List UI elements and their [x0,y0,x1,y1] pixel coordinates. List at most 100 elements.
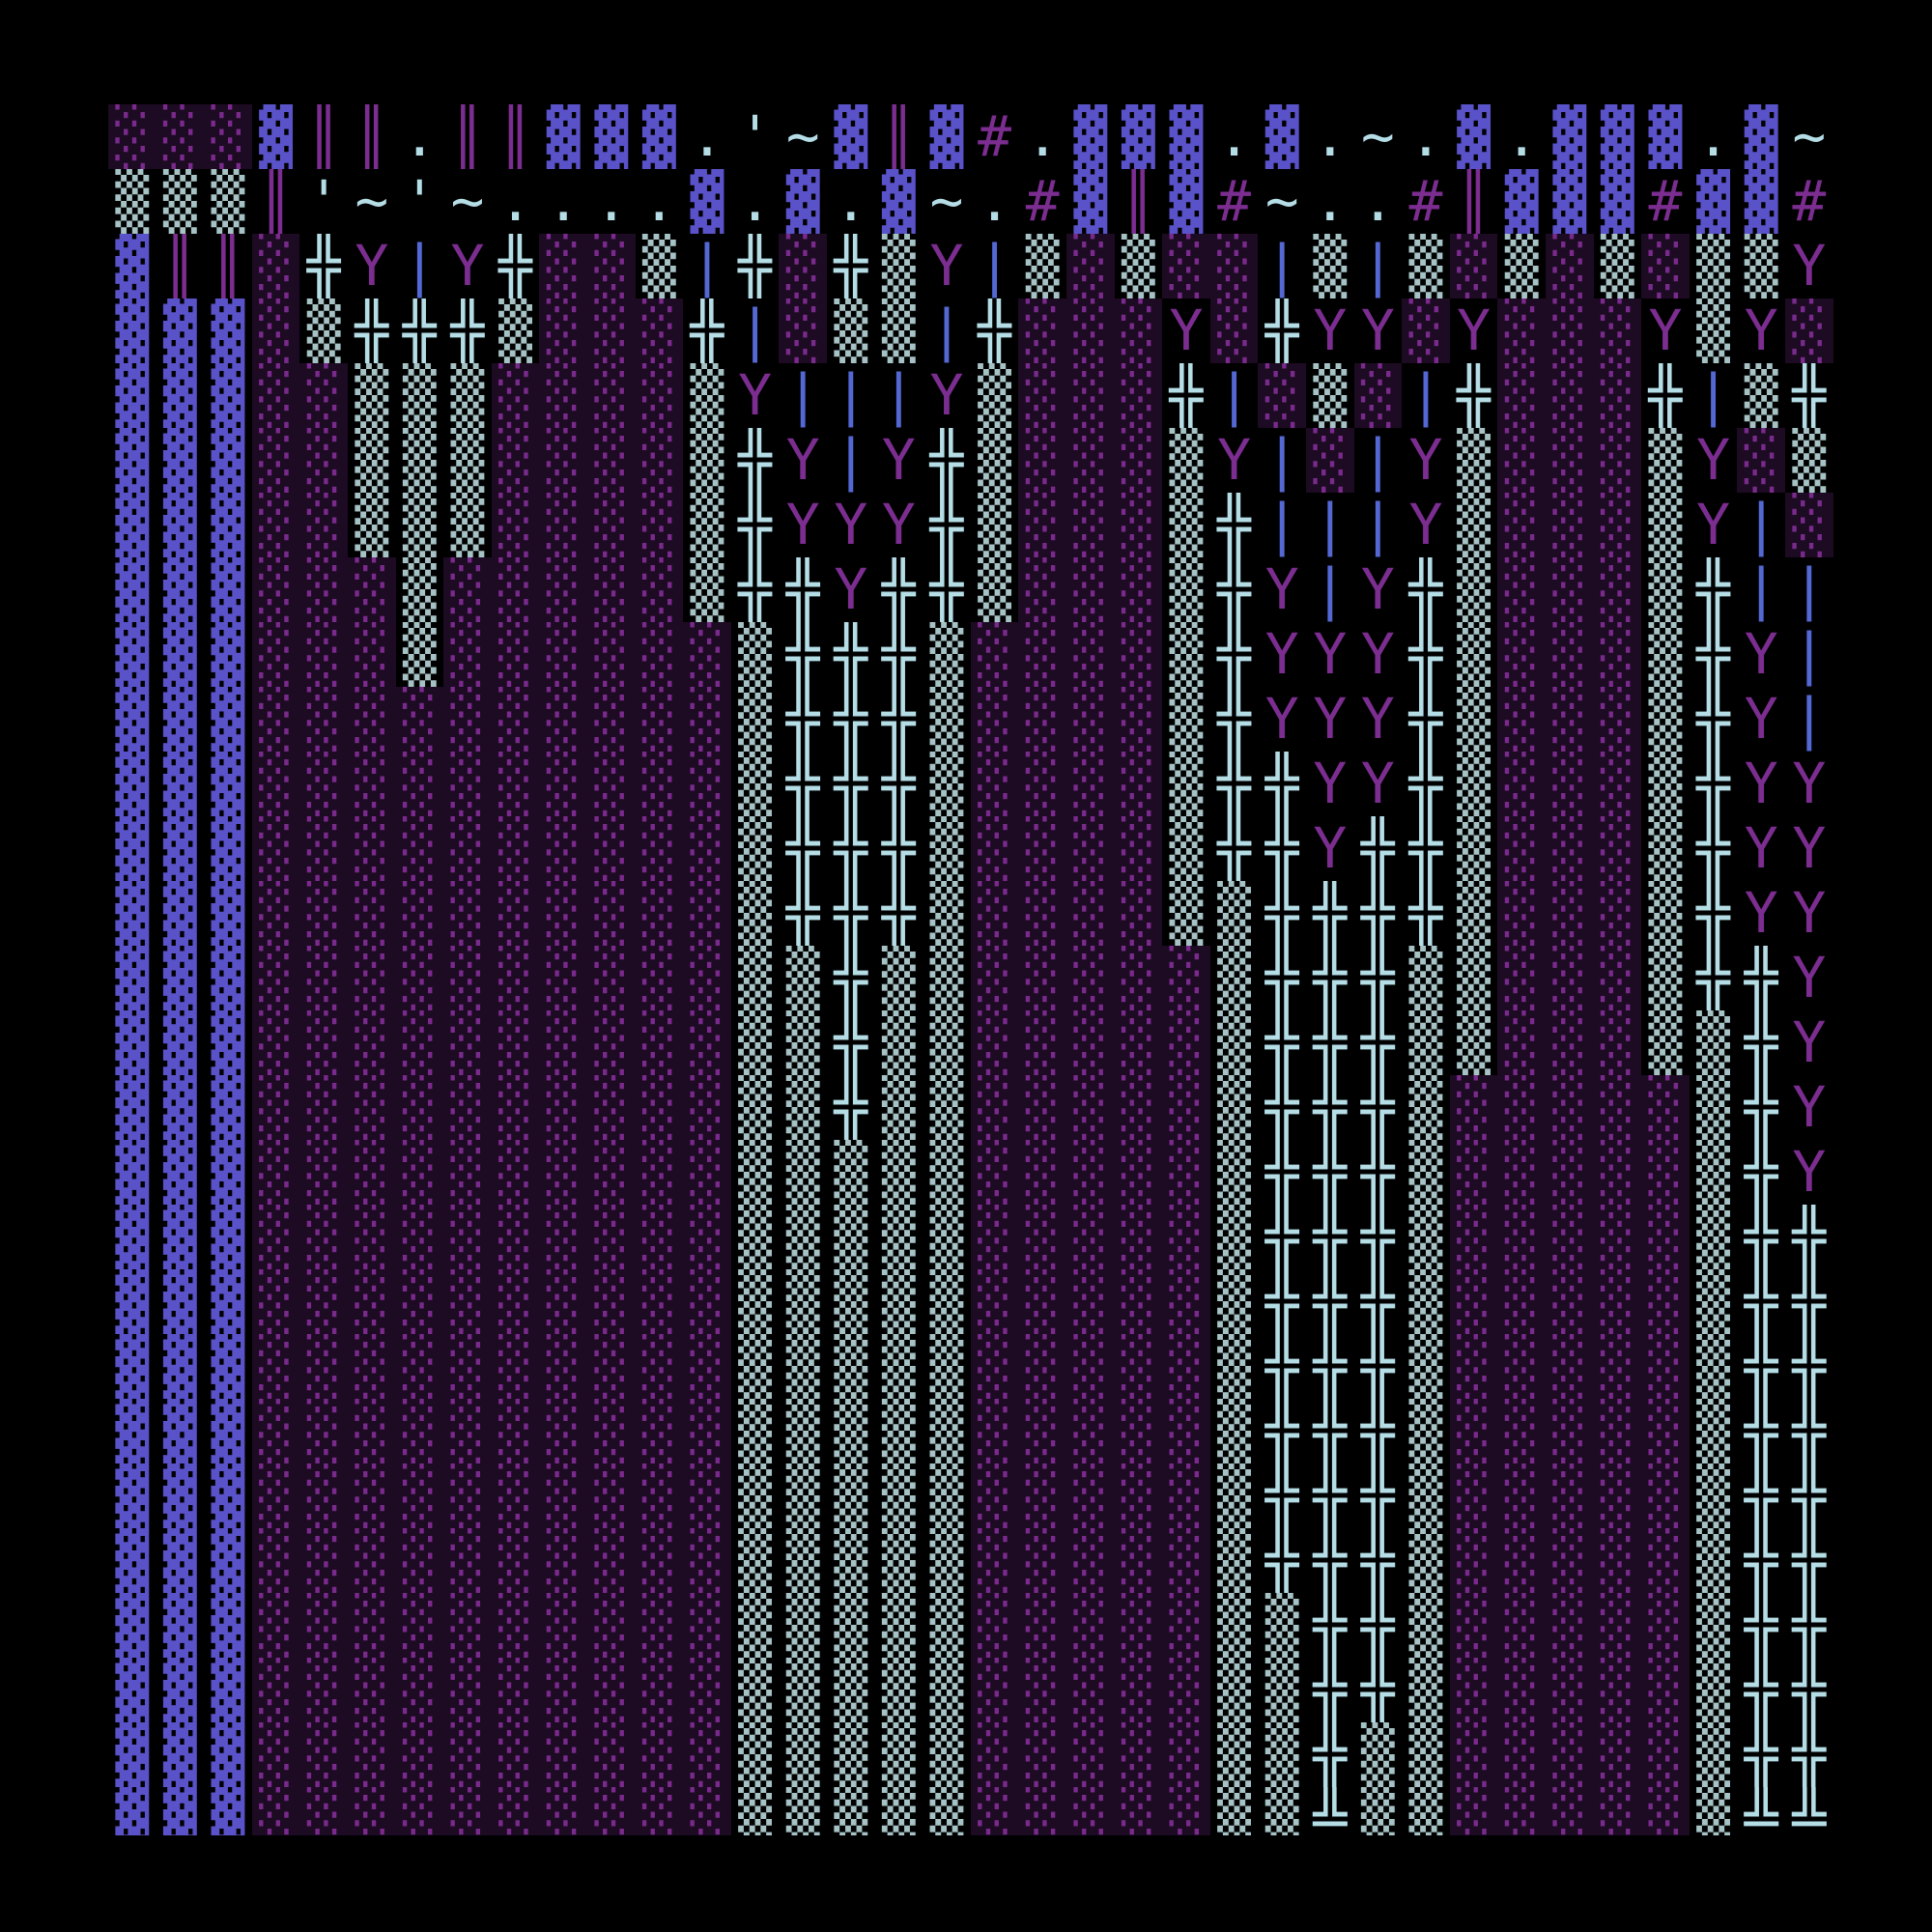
tile: ░ [1066,752,1115,816]
tile: ░ [539,1399,587,1463]
tile: ▒ [1641,816,1690,881]
tile: ╬ [1785,1399,1833,1463]
tile: ░ [970,1722,1019,1787]
tile: ▒ [1689,1075,1738,1140]
tile: Y [827,557,875,622]
tile: ╬ [1258,881,1306,946]
tile: ▒ [730,1593,780,1658]
tile: | [1353,234,1403,298]
tile: ╬ [1306,1399,1354,1463]
tile: ░ [1018,752,1066,816]
tile: ░ [1066,881,1115,946]
tile: ▒ [1641,557,1690,622]
tile: ░ [970,1528,1019,1593]
tile: ░ [1593,1787,1642,1835]
tile: ░ [348,1205,396,1269]
tile: ░ [1018,1334,1066,1399]
tile: ▒ [779,1140,827,1205]
tile: ░ [1449,1787,1498,1835]
tile: ░ [635,1463,684,1528]
tile: ░ [635,493,684,557]
tile: ░ [1018,687,1066,752]
tile: ▓ [108,1399,156,1463]
tile: ░ [443,946,492,1010]
tile: ╬ [779,881,827,946]
tile: ░ [491,1010,540,1075]
tile: Y [443,234,492,298]
map-row: ░░░▓║║.║║▓▓▓.'~▓║▓#.▓▓▓.▓.~.▓.▓▓▓.▓~# [108,104,1833,169]
tile: ▓ [204,1075,252,1140]
tile: ░ [587,1205,636,1269]
tile: ▒ [683,363,731,428]
tile: ▒ [443,493,492,557]
tile: ░ [299,1334,348,1399]
tile: Y [1785,1140,1833,1205]
tile: ░ [299,493,348,557]
tile: ╬ [1785,1658,1833,1722]
tile: . [827,169,875,234]
map-row: ▓▓▓░░░░░░░░░░▒▒▒▒▒░░░░░▒╬╬╬▒░░░░░▒╬╬: [108,1463,1833,1528]
tile: ╬ [874,752,923,816]
tile: ▒ [1402,1334,1450,1399]
tile: ▒ [1689,298,1738,363]
tile: ░ [1018,881,1066,946]
tile: ▓ [108,1463,156,1528]
tile: ▒ [874,234,923,298]
tile: ░ [587,946,636,1010]
map-row: ▓▓▓░░░░░░░░░░▒▒▒▒▒░░░░░▒╬╬╬▒░░░░░▒╬╬: [108,1399,1833,1463]
tile: ░ [1641,1399,1690,1463]
tile: ▒ [730,1399,780,1463]
tile: ║ [348,104,396,169]
tile: ░ [348,1140,396,1205]
tile: ║ [299,104,348,169]
tile: ░ [443,687,492,752]
tile: ░ [299,557,348,622]
tile: ░ [443,1722,492,1787]
tile: | [395,234,444,298]
tile: ░ [1018,622,1066,687]
tile: ╬ [827,687,875,752]
tile: ▒ [1209,881,1259,946]
tile: ║ [156,234,205,298]
tile: Y [1258,557,1306,622]
tile: ░ [1162,1075,1210,1140]
tile: ▒ [1162,557,1210,622]
tile: ▒ [730,946,780,1010]
tile: ╬ [827,816,875,881]
tile: ▓ [156,1010,205,1075]
tile: ╬ [1258,752,1306,816]
tile: ░ [491,752,540,816]
tile: ▒ [1402,1269,1450,1334]
tile: ░ [443,1658,492,1722]
tile: ▓ [156,1722,205,1787]
tile: ▓ [156,1205,205,1269]
tile: ░ [491,1399,540,1463]
tile: Y [779,428,827,493]
tile: ░ [1114,298,1163,363]
tile: ▒ [1402,1205,1450,1269]
tile: ░ [1066,1010,1115,1075]
tile: ░ [299,363,348,428]
tile: ▒ [923,1399,971,1463]
tile: ░ [539,622,587,687]
tile: ▓ [204,298,252,363]
tile: Y [1641,298,1690,363]
tile: ▒ [1209,1334,1259,1399]
tile: ░ [1162,1463,1210,1528]
tile: # [1018,169,1066,234]
tile: ░ [1497,1593,1546,1658]
tile: ▓ [156,622,205,687]
tile: Y [1737,752,1785,816]
tile: . [1018,104,1066,169]
tile: . [635,169,684,234]
tile: ▒ [730,1463,780,1528]
tile: ░ [251,234,300,298]
tile: ▓ [204,493,252,557]
tile: ╬ [1258,1205,1306,1269]
tile: ╬ [827,881,875,946]
tile: Y [730,363,780,428]
tile: ╬ [730,557,780,622]
tile: ▒ [1209,1269,1259,1334]
tile: ░ [251,493,300,557]
tile: ▓ [156,1528,205,1593]
